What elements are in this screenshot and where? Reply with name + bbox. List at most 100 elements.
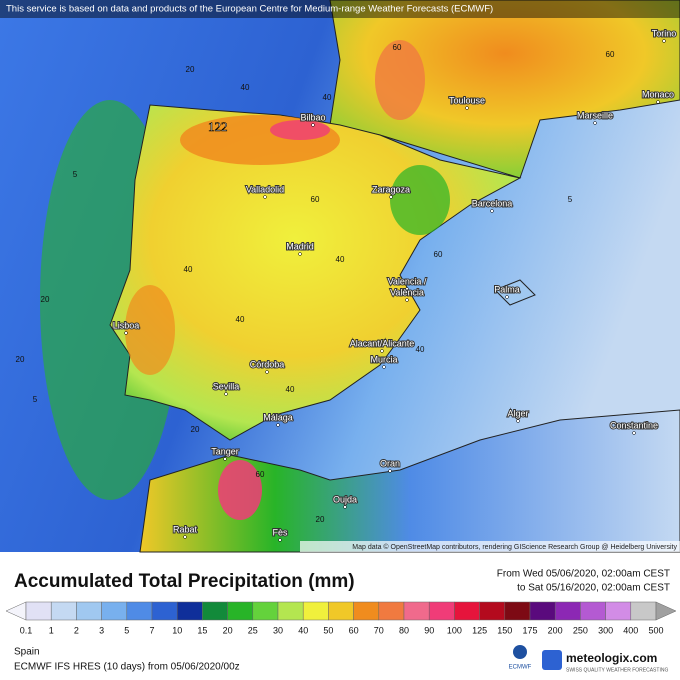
city-dot bbox=[263, 195, 267, 199]
city-dot bbox=[298, 252, 302, 256]
legend-label: 25 bbox=[248, 625, 258, 635]
legend-label: 5 bbox=[124, 625, 129, 635]
legend-swatch bbox=[76, 601, 102, 621]
city-dot bbox=[656, 100, 660, 104]
legend: 0.1 1 2 3 5 7 10 15 20 25 30 40 50 60 70 80 90 100 125 150 1… bbox=[5, 601, 677, 635]
city-dot bbox=[389, 195, 393, 199]
city-dot bbox=[311, 123, 315, 127]
map: This service is based on data and produc… bbox=[0, 0, 680, 553]
legend-swatch bbox=[25, 601, 52, 621]
contour-label: 20 bbox=[41, 295, 50, 304]
city-label: Málaga bbox=[263, 412, 293, 422]
contour-label: 40 bbox=[336, 255, 345, 264]
legend-arrow bbox=[5, 601, 27, 621]
legend-swatch bbox=[580, 601, 606, 621]
city-dot bbox=[382, 365, 386, 369]
legend-swatch bbox=[504, 601, 531, 621]
legend-swatch bbox=[353, 601, 380, 621]
legend-swatch bbox=[554, 601, 581, 621]
city-dot bbox=[278, 538, 282, 542]
legend-label: 250 bbox=[573, 625, 588, 635]
city-dot bbox=[124, 331, 128, 335]
france bbox=[329, 0, 680, 179]
city-label: Marseille bbox=[577, 110, 613, 120]
city-label: Córdoba bbox=[250, 359, 285, 369]
contour-label: 60 bbox=[606, 50, 615, 59]
city-label: Bilbao bbox=[300, 112, 325, 122]
legend-swatch bbox=[50, 601, 77, 621]
contour-label: 20 bbox=[186, 65, 195, 74]
city-label: València bbox=[390, 287, 424, 297]
legend-label: 10 bbox=[172, 625, 182, 635]
attribution-bg bbox=[300, 541, 680, 552]
model: ECMWF IFS HRES (10 days) from 05/06/2020… bbox=[14, 662, 240, 673]
legend-label: 150 bbox=[497, 625, 512, 635]
legend-swatch bbox=[252, 601, 279, 621]
city-label: Torino bbox=[652, 28, 677, 38]
city-dot bbox=[388, 469, 392, 473]
period-to: to Sat 05/16/2020, 02:00am CEST bbox=[517, 583, 670, 594]
rain-core bbox=[375, 40, 425, 120]
rain-core bbox=[125, 285, 175, 375]
attribution: Map data © OpenStreetMap contributors, r… bbox=[352, 543, 677, 551]
legend-swatch bbox=[176, 601, 203, 621]
city-label: Constantine bbox=[610, 420, 658, 430]
legend-swatch bbox=[428, 601, 455, 621]
contour-label: 20 bbox=[16, 355, 25, 364]
city-dot bbox=[343, 505, 347, 509]
city-dot bbox=[405, 287, 409, 291]
city-dot bbox=[224, 392, 228, 396]
city-label: Tanger bbox=[211, 446, 239, 456]
legend-label: 3 bbox=[99, 625, 104, 635]
legend-label: 50 bbox=[323, 625, 333, 635]
city-dot bbox=[405, 298, 409, 302]
city-dot bbox=[632, 431, 636, 435]
legend-swatch bbox=[378, 601, 405, 621]
city-label: Monaco bbox=[642, 89, 674, 99]
legend-label: 7 bbox=[149, 625, 154, 635]
legend-label: 60 bbox=[349, 625, 359, 635]
legend-label: 500 bbox=[648, 625, 663, 635]
contour-label: 20 bbox=[191, 425, 200, 434]
title: Accumulated Total Precipitation (mm) bbox=[14, 571, 355, 592]
city-label: Fès bbox=[272, 527, 288, 537]
contour-label: 5 bbox=[568, 195, 573, 204]
contour-label: 5 bbox=[73, 170, 78, 179]
city-label: Toulouse bbox=[449, 95, 485, 105]
legend-label: 175 bbox=[522, 625, 537, 635]
legend-swatch bbox=[529, 601, 556, 621]
city-dot bbox=[465, 106, 469, 110]
legend-label: 80 bbox=[399, 625, 409, 635]
rain-core bbox=[270, 120, 330, 140]
city-dot bbox=[505, 295, 509, 299]
city-dot bbox=[183, 535, 187, 539]
contour-label: 60 bbox=[256, 470, 265, 479]
legend-label: 15 bbox=[197, 625, 207, 635]
city-label: Rabat bbox=[173, 524, 198, 534]
legend-swatch bbox=[328, 601, 354, 621]
legend-swatch bbox=[403, 601, 430, 621]
legend-swatch bbox=[227, 601, 254, 621]
city-dot bbox=[516, 419, 520, 423]
max-value: 122 bbox=[208, 119, 228, 134]
legend-swatch bbox=[479, 601, 506, 621]
legend-label: 0.1 bbox=[20, 625, 33, 635]
legend-label: 2 bbox=[74, 625, 79, 635]
dry-zone bbox=[390, 165, 450, 235]
contour-label: 40 bbox=[286, 385, 295, 394]
contour-label: 40 bbox=[184, 265, 193, 274]
city-label: Valencia / bbox=[388, 276, 427, 286]
tagline: SWISS QUALITY WEATHER FORECASTING bbox=[566, 667, 668, 673]
city-label: Lisboa bbox=[113, 320, 140, 330]
legend-label: 200 bbox=[548, 625, 563, 635]
ecmwf: ECMWF bbox=[509, 665, 532, 671]
period-from: From Wed 05/06/2020, 02:00am CEST bbox=[497, 569, 670, 580]
city-label: Madrid bbox=[286, 241, 314, 251]
contour-label: 40 bbox=[241, 83, 250, 92]
city-dot bbox=[490, 209, 494, 213]
contour-label: 40 bbox=[416, 345, 425, 354]
city-dot bbox=[380, 349, 384, 353]
legend-arrow bbox=[655, 601, 677, 621]
city-label: Alacant/Alicante bbox=[350, 338, 415, 348]
